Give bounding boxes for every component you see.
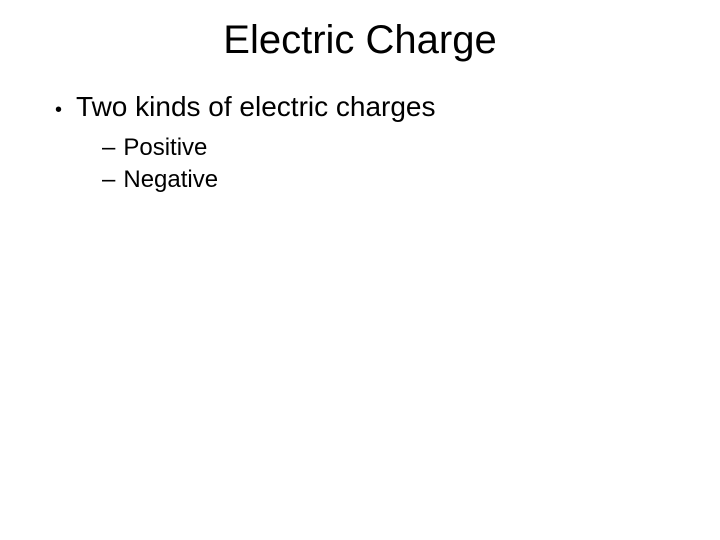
dash-marker: – [102, 166, 115, 194]
bullet-text: Negative [123, 166, 218, 194]
bullet-level2-item: – Negative [102, 166, 690, 194]
slide-container: Electric Charge • Two kinds of electric … [0, 0, 720, 540]
bullet-marker: • [55, 96, 62, 124]
slide-title: Electric Charge [30, 18, 690, 63]
dash-marker: – [102, 134, 115, 162]
bullet-level1-item: • Two kinds of electric charges [55, 91, 690, 124]
bullet-text: Positive [123, 134, 207, 162]
bullet-text: Two kinds of electric charges [76, 91, 436, 123]
bullet-level2-item: – Positive [102, 134, 690, 162]
